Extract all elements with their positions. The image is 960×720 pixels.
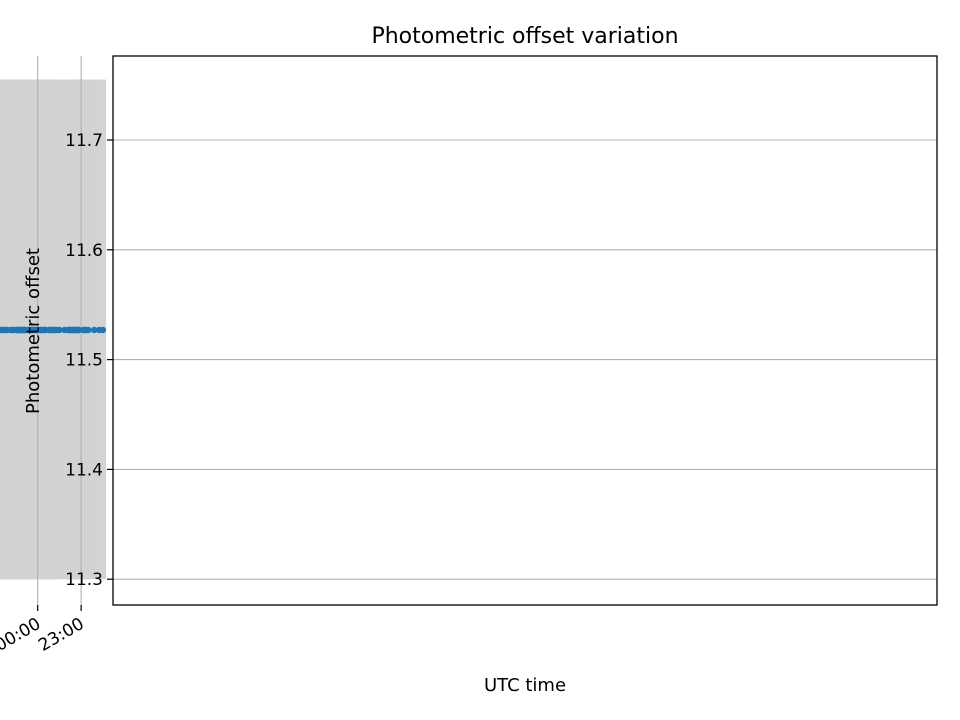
y-tick-label: 11.6	[65, 241, 103, 261]
y-tick-label: 11.3	[65, 570, 103, 590]
y-tick-label: 11.4	[65, 460, 103, 480]
data-point	[61, 326, 68, 334]
plot-area-frame	[112, 55, 938, 606]
y-axis-label: Photometric offset	[23, 248, 44, 414]
y-axis-ticks: 11.3 11.4 11.5 11.6 11.7	[65, 131, 113, 590]
y-tick-label: 11.5	[65, 351, 103, 371]
chart-title: Photometric offset variation	[371, 24, 678, 49]
data-point	[91, 326, 98, 334]
x-axis-label: UTC time	[484, 675, 566, 696]
y-tick-label: 11.7	[65, 131, 103, 151]
grid-lines	[37, 56, 937, 605]
data-points	[0, 326, 107, 334]
data-point	[96, 326, 103, 334]
data-point	[0, 327, 2, 333]
data-point	[0, 326, 4, 334]
